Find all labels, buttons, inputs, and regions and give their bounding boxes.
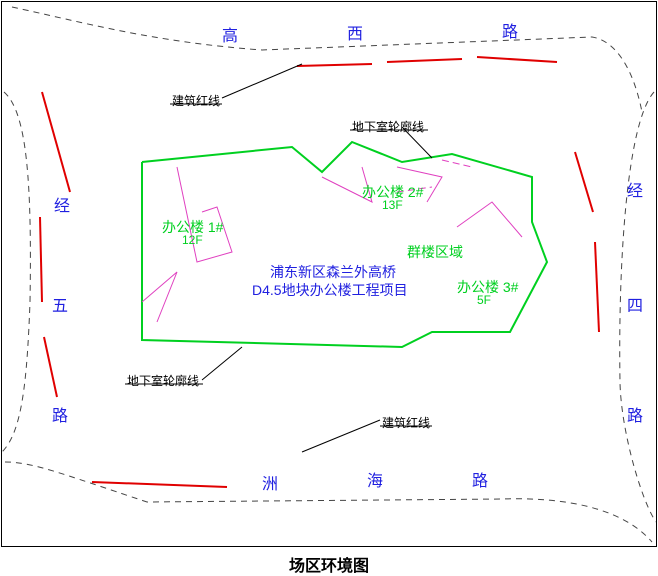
area-label: 群楼区域 xyxy=(407,242,463,262)
annotation: 地下室轮廓线 xyxy=(352,118,424,135)
road-label: 路 xyxy=(472,467,488,491)
road-label: 西 xyxy=(347,20,363,44)
road-label: 四 xyxy=(627,292,643,316)
project-title: 浦东新区森兰外高桥 xyxy=(270,262,396,282)
annotation: 建筑红线 xyxy=(172,92,220,109)
annotation: 建筑红线 xyxy=(382,414,430,431)
road-label: 路 xyxy=(502,18,518,42)
road-label: 路 xyxy=(52,402,68,426)
road-label: 经 xyxy=(54,192,70,216)
road-label: 经 xyxy=(627,177,643,201)
road-label: 路 xyxy=(627,402,643,426)
annotation: 地下室轮廓线 xyxy=(127,372,199,389)
road-label: 洲 xyxy=(262,470,278,494)
building-floors: 5F xyxy=(477,293,491,307)
road-label: 五 xyxy=(52,292,68,316)
building-floors: 13F xyxy=(382,198,403,212)
building-floors: 12F xyxy=(182,233,203,247)
road-label: 高 xyxy=(222,22,238,46)
project-subtitle: D4.5地块办公楼工程项目 xyxy=(252,280,408,300)
road-label: 海 xyxy=(367,467,383,491)
